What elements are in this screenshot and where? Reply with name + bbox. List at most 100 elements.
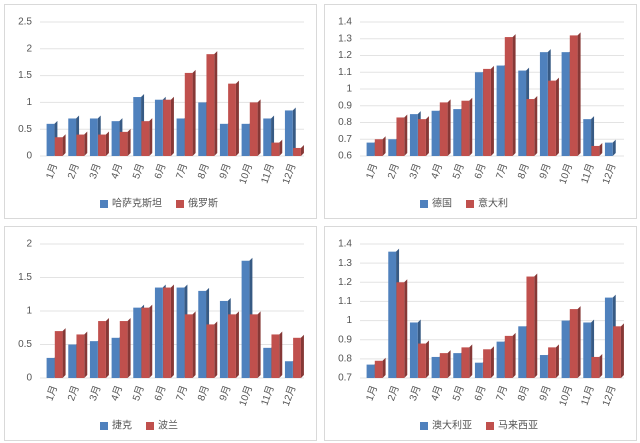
x-tick-label: 9月 [537,384,554,403]
y-tick-label: 1 [346,84,352,95]
x-tick-label: 2月 [65,384,82,403]
bar [591,145,600,156]
bar [154,99,163,156]
bar [431,110,440,156]
bar [604,297,613,378]
bar [46,357,55,378]
y-tick-label: 0 [26,373,32,384]
bar [518,70,527,156]
legend-label: 澳大利亚 [432,419,472,432]
y-tick-label: 1 [26,97,32,108]
bar-side [382,357,386,378]
bar [293,337,301,378]
legend-label: 捷克 [112,419,132,432]
x-tick-label: 2月 [385,384,402,403]
bar [474,362,483,378]
x-tick-label: 2月 [65,162,82,181]
bar [198,102,207,156]
y-tick-label: 1.2 [338,50,352,61]
bar [241,123,250,156]
legend-label: 马来西亚 [498,420,538,432]
x-tick-label: 3月 [87,162,104,181]
bar-side [214,321,218,378]
bar [141,121,150,156]
bar [133,97,142,156]
bar [176,118,185,156]
x-tick-label: 5月 [450,162,467,181]
bar [249,314,258,378]
y-tick-label: 1.2 [338,277,352,288]
x-tick-label: 3月 [407,162,424,181]
bar [583,322,592,378]
bar [141,307,150,378]
y-tick-label: 1.4 [338,239,352,250]
bar [561,52,570,156]
bar [119,131,128,156]
x-tick-label: 1月 [364,162,381,181]
y-tick-label: 1.1 [338,296,352,307]
bar [98,134,106,156]
bar [163,99,171,156]
bar-side [490,65,494,156]
bar [409,114,418,156]
x-tick-label: 7月 [174,384,191,403]
bar-side [404,114,408,156]
bar [504,37,513,157]
bar [198,290,207,378]
bar-side [425,340,429,378]
bar [396,117,405,156]
bar [518,326,527,378]
x-tick-label: 4月 [429,384,446,403]
bar-side [257,99,261,156]
bar-side [612,139,616,156]
bar-side [555,344,559,378]
bar-side [447,99,451,156]
bar [613,326,621,378]
bar [271,334,280,378]
bar [461,347,470,378]
bar [89,118,98,156]
bar [409,322,418,378]
bar-side [620,323,624,378]
bar [548,80,556,156]
bar-side [170,96,174,156]
bar [496,65,505,156]
y-tick-label: 0.9 [338,100,352,111]
legend-label: 俄罗斯 [188,197,218,210]
bar [54,331,63,378]
bar [89,341,98,378]
bar-side [599,142,603,156]
bar [504,335,513,378]
bar [206,324,215,378]
chart-panel: 0.6 0.7 0.8 0.9 1 1.1 1.2 1.3 1.4 1月 2月 3月 4月 5月 6月 7月 8… [324,4,637,219]
bar-side [382,136,386,156]
y-tick-label: 0.6 [338,151,352,162]
y-tick-label: 1.5 [18,70,32,81]
legend-swatch [176,200,184,208]
bar-side [425,116,429,156]
bar-side [235,311,239,378]
bar-side [577,32,581,156]
y-tick-label: 1 [26,306,32,317]
y-tick-label: 0.7 [338,134,352,145]
bar [439,353,448,378]
bar-side [62,134,66,156]
bar [206,54,215,156]
bar [483,349,491,378]
bar-side [447,350,451,378]
x-tick-label: 5月 [450,384,467,403]
bar [76,334,85,378]
bar [496,341,505,378]
legend-label: 德国 [432,197,452,210]
bar [133,307,142,378]
y-tick-label: 2 [26,43,32,54]
bar [569,35,578,156]
bar-side [105,131,109,156]
bar [68,118,77,156]
bar-side [192,311,196,378]
bar-side [512,332,516,378]
bar [228,314,236,378]
bar-side [105,318,109,378]
bar-side [127,318,131,378]
